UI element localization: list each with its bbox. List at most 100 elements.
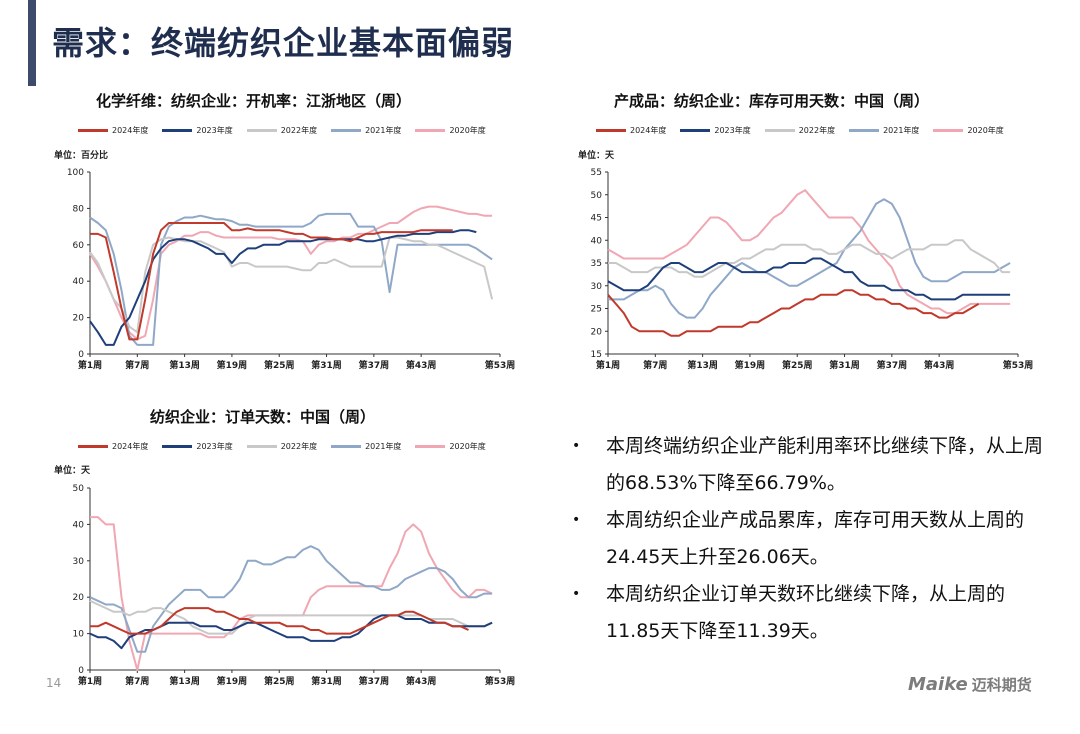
legend-swatch (246, 445, 277, 448)
legend-item: 2020年度 (415, 441, 486, 452)
y-tick-label: 80 (73, 204, 85, 214)
x-tick-label: 第1周 (78, 359, 102, 371)
legend-swatch (162, 129, 193, 132)
chart2-legend: 2024年度 2023年度 2022年度 2021年度 2020年度 (596, 125, 1004, 136)
x-tick-label: 第31周 (829, 359, 860, 371)
x-tick-label: 第1周 (596, 359, 620, 371)
series-line-2021年度 (89, 212, 493, 346)
x-tick-label: 第43周 (406, 675, 437, 687)
legend-item: 2021年度 (331, 441, 401, 452)
x-tick-label: 第13周 (687, 359, 718, 371)
series-line-2021年度 (608, 198, 1011, 319)
legend-swatch (596, 129, 626, 132)
logo-cn-name: 迈科期货 (971, 676, 1032, 694)
legend-label: 2022年度 (280, 126, 318, 135)
x-tick-label: 第7周 (643, 359, 667, 371)
y-tick-label: 20 (73, 314, 85, 324)
y-tick-label: 20 (73, 593, 85, 603)
x-tick-label: 第7周 (125, 359, 149, 371)
legend-swatch (764, 129, 795, 132)
x-tick-label: 第43周 (924, 359, 955, 371)
bullet-item: • 本周纺织企业产成品累库，库存可用天数从上周的24.45天上升至26.06天。 (570, 502, 1050, 576)
chart3-unit: 单位：天 (54, 466, 91, 476)
y-tick-label: 45 (591, 214, 602, 224)
x-tick-label: 第25周 (264, 359, 295, 371)
y-tick-label: 0 (78, 666, 84, 676)
legend-item: 2022年度 (246, 441, 317, 452)
legend-swatch (246, 129, 277, 132)
y-tick-label: 10 (73, 630, 85, 640)
bullet-item: • 本周纺织企业订单天数环比继续下降，从上周的11.85天下降至11.39天。 (570, 576, 1050, 650)
y-tick-label: 40 (591, 236, 603, 246)
y-tick-label: 100 (67, 168, 84, 178)
series-line-2023年度 (607, 257, 1011, 301)
legend-label: 2024年度 (630, 126, 667, 135)
x-tick-label: 第25周 (782, 359, 813, 371)
chart1-title: 化学纤维：纺织企业：开机率：江浙地区（周） (96, 92, 412, 110)
legend-swatch (933, 129, 964, 132)
slide-title: 需求：终端纺织企业基本面偏弱 (52, 24, 515, 62)
page-number: 14 (46, 676, 62, 690)
legend-label: 2023年度 (714, 126, 751, 135)
series-line-2023年度 (89, 229, 477, 346)
chart3-title: 纺织企业：订单天数：中国（周） (150, 408, 376, 426)
chart2-title: 产成品：纺织企业：库存可用天数：中国（周） (614, 92, 930, 110)
legend-item: 2024年度 (78, 125, 148, 136)
chart3-legend: 2024年度 2023年度 2022年度 2021年度 2020年度 (78, 441, 486, 452)
series-line-2022年度 (89, 236, 494, 334)
x-tick-label: 第53周 (485, 675, 516, 687)
logo-brand: Maike (908, 674, 968, 695)
y-tick-label: 30 (73, 557, 85, 567)
legend-swatch (162, 445, 193, 448)
bullet-dot-icon: • (572, 512, 581, 528)
legend-swatch (680, 129, 711, 132)
legend-label: 2021年度 (365, 126, 402, 135)
series-line-2024年度 (90, 222, 453, 341)
legend-item: 2021年度 (849, 125, 919, 136)
legend-item: 2024年度 (596, 125, 666, 136)
legend-item: 2023年度 (162, 441, 233, 452)
x-tick-label: 第43周 (406, 359, 437, 371)
y-tick-label: 20 (591, 327, 603, 337)
bullet-dot-icon: • (572, 586, 581, 602)
legend-item: 2024年度 (78, 441, 148, 452)
x-tick-label: 第53周 (485, 359, 516, 371)
legend-swatch (415, 445, 446, 448)
series-line-2022年度 (608, 239, 1011, 278)
y-tick-label: 50 (73, 484, 85, 494)
series-line-2020年度 (89, 205, 493, 341)
y-tick-label: 40 (73, 520, 85, 530)
y-tick-label: 35 (591, 259, 602, 269)
legend-swatch (78, 129, 108, 132)
x-tick-label: 第1周 (78, 675, 102, 687)
bullet-item: • 本周终端纺织企业产能利用率环比继续下降，从上周的68.53%下降至66.79%… (570, 428, 1050, 502)
y-tick-label: 30 (591, 282, 603, 292)
legend-label: 2021年度 (365, 442, 402, 451)
chart3-svg: 0 10 20 30 40 50 第1周 第7周 第13周 第19周 第25周 第31周 第37周 第43… (73, 484, 516, 687)
legend-item: 2023年度 (162, 125, 233, 136)
chart2-svg: 15 20 25 30 35 40 45 50 55 第1周 第7周 第13周 第19周 第25周 第31周… (591, 168, 1034, 371)
chart1-unit: 单位：百分比 (54, 151, 109, 161)
legend-label: 2020年度 (449, 126, 486, 135)
legend-item: 2020年度 (415, 125, 486, 136)
legend-label: 2020年度 (449, 442, 486, 451)
legend-label: 2023年度 (196, 442, 233, 451)
legend-label: 2021年度 (883, 126, 920, 135)
y-tick-label: 25 (591, 305, 602, 315)
legend-label: 2023年度 (196, 126, 233, 135)
x-tick-label: 第19周 (735, 359, 766, 371)
legend-label: 2020年度 (967, 126, 1004, 135)
legend-swatch (331, 445, 362, 448)
legend-item: 2020年度 (933, 125, 1004, 136)
x-tick-label: 第31周 (311, 359, 342, 371)
bullet-text: 本周纺织企业产成品累库，库存可用天数从上周的24.45天上升至26.06天。 (606, 509, 1025, 568)
y-tick-label: 15 (591, 350, 602, 360)
summary-bullets: • 本周终端纺织企业产能利用率环比继续下降，从上周的68.53%下降至66.79%… (570, 428, 1050, 650)
chart1-legend: 2024年度 2023年度 2022年度 2021年度 2020年度 (78, 125, 486, 136)
series-line-2024年度 (607, 289, 980, 337)
x-tick-label: 第37周 (877, 359, 908, 371)
x-tick-label: 第37周 (359, 675, 390, 687)
x-tick-label: 第19周 (217, 675, 248, 687)
chart2-unit: 单位：天 (578, 151, 615, 161)
legend-swatch (849, 129, 880, 132)
